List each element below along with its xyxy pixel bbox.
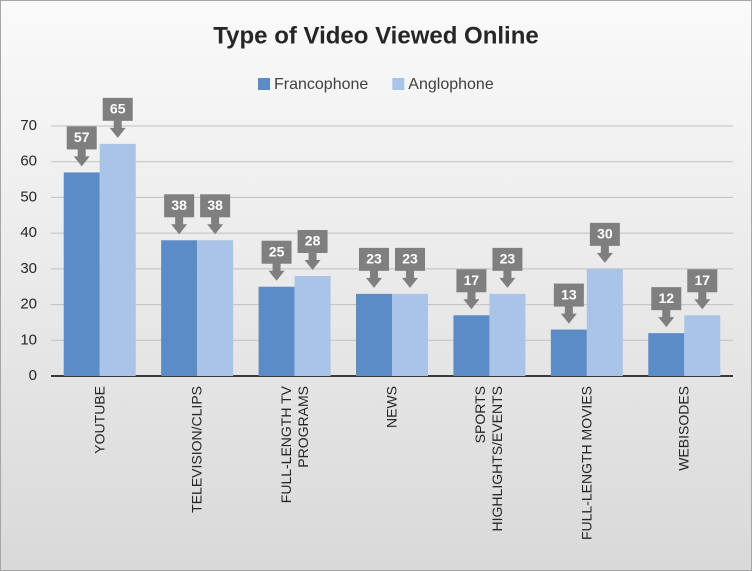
- x-tick-label: TELEVISION/CLIPS: [188, 386, 205, 513]
- bar: [648, 333, 685, 376]
- bar: [489, 293, 526, 376]
- data-label: 65: [110, 101, 126, 117]
- label-callout: [359, 247, 389, 271]
- label-arrow: [268, 262, 285, 281]
- label-callout: [102, 97, 133, 121]
- chart-title: Type of Video Viewed Online: [213, 22, 538, 49]
- data-label: 23: [500, 251, 516, 267]
- label-arrow: [463, 291, 480, 310]
- label-arrow: [694, 291, 711, 310]
- legend-label: Anglophone: [408, 76, 494, 93]
- y-tick-label: 70: [20, 117, 37, 134]
- label-arrow: [304, 252, 321, 270]
- label-callout: [66, 126, 97, 150]
- label-callout: [492, 247, 523, 271]
- label-arrow: [402, 269, 418, 288]
- label-arrow: [73, 148, 90, 167]
- bar: [550, 329, 587, 376]
- data-label: 23: [402, 251, 418, 267]
- legend-swatch: [392, 78, 405, 90]
- label-callout: [456, 269, 487, 293]
- data-label: 25: [269, 243, 285, 259]
- data-label: 13: [561, 286, 577, 302]
- label-callout: [297, 230, 328, 253]
- label-arrow: [207, 216, 224, 235]
- bar: [392, 293, 428, 376]
- label-callout: [164, 194, 195, 218]
- bar: [586, 268, 623, 376]
- y-tick-label: 60: [20, 153, 37, 170]
- label-callout: [651, 287, 682, 311]
- y-tick-label: 0: [29, 367, 37, 384]
- x-tick-label: WEBISODES: [675, 386, 692, 471]
- bar: [453, 315, 490, 376]
- data-label: 23: [366, 251, 382, 267]
- x-tick-label: SPORTS HIGHLIGHTS/EVENTS: [472, 386, 506, 532]
- bar: [63, 172, 100, 376]
- data-label: 28: [305, 233, 321, 249]
- label-arrow: [366, 269, 382, 288]
- legend-label: Francophone: [274, 76, 368, 93]
- data-label: 17: [694, 272, 710, 288]
- label-arrow: [109, 119, 126, 138]
- legend-swatch: [258, 78, 270, 90]
- label-arrow: [560, 305, 577, 324]
- label-arrow: [171, 216, 188, 235]
- bar: [294, 276, 331, 376]
- label-callout: [553, 283, 584, 307]
- bar: [684, 315, 721, 376]
- x-tick-label: FULL-LENGTH MOVIES: [578, 386, 595, 541]
- data-label: 38: [207, 197, 223, 213]
- label-callout: [200, 194, 231, 218]
- label-callout: [687, 269, 718, 293]
- bar: [356, 293, 392, 376]
- x-tick-label: FULL-LENGTH TV PROGRAMS: [277, 386, 311, 504]
- x-tick-label: YOUTUBE: [91, 386, 108, 454]
- bar: [197, 240, 234, 376]
- data-label: 17: [464, 272, 480, 288]
- y-tick-label: 40: [20, 224, 37, 241]
- label-arrow: [596, 244, 613, 263]
- label-callout: [261, 240, 292, 264]
- bar: [258, 286, 295, 376]
- label-arrow: [658, 309, 675, 328]
- y-tick-label: 30: [20, 260, 37, 277]
- x-tick-label: NEWS: [383, 386, 400, 428]
- label-arrow: [499, 269, 516, 288]
- y-tick-label: 50: [20, 188, 37, 205]
- data-label: 38: [171, 197, 187, 213]
- data-label: 12: [658, 290, 674, 306]
- data-label: 57: [74, 129, 90, 145]
- y-tick-label: 10: [20, 331, 37, 348]
- y-tick-label: 20: [20, 296, 37, 313]
- label-callout: [395, 247, 425, 271]
- bar: [161, 240, 198, 376]
- label-callout: [589, 222, 620, 246]
- data-label: 30: [597, 226, 613, 242]
- bar: [99, 143, 136, 376]
